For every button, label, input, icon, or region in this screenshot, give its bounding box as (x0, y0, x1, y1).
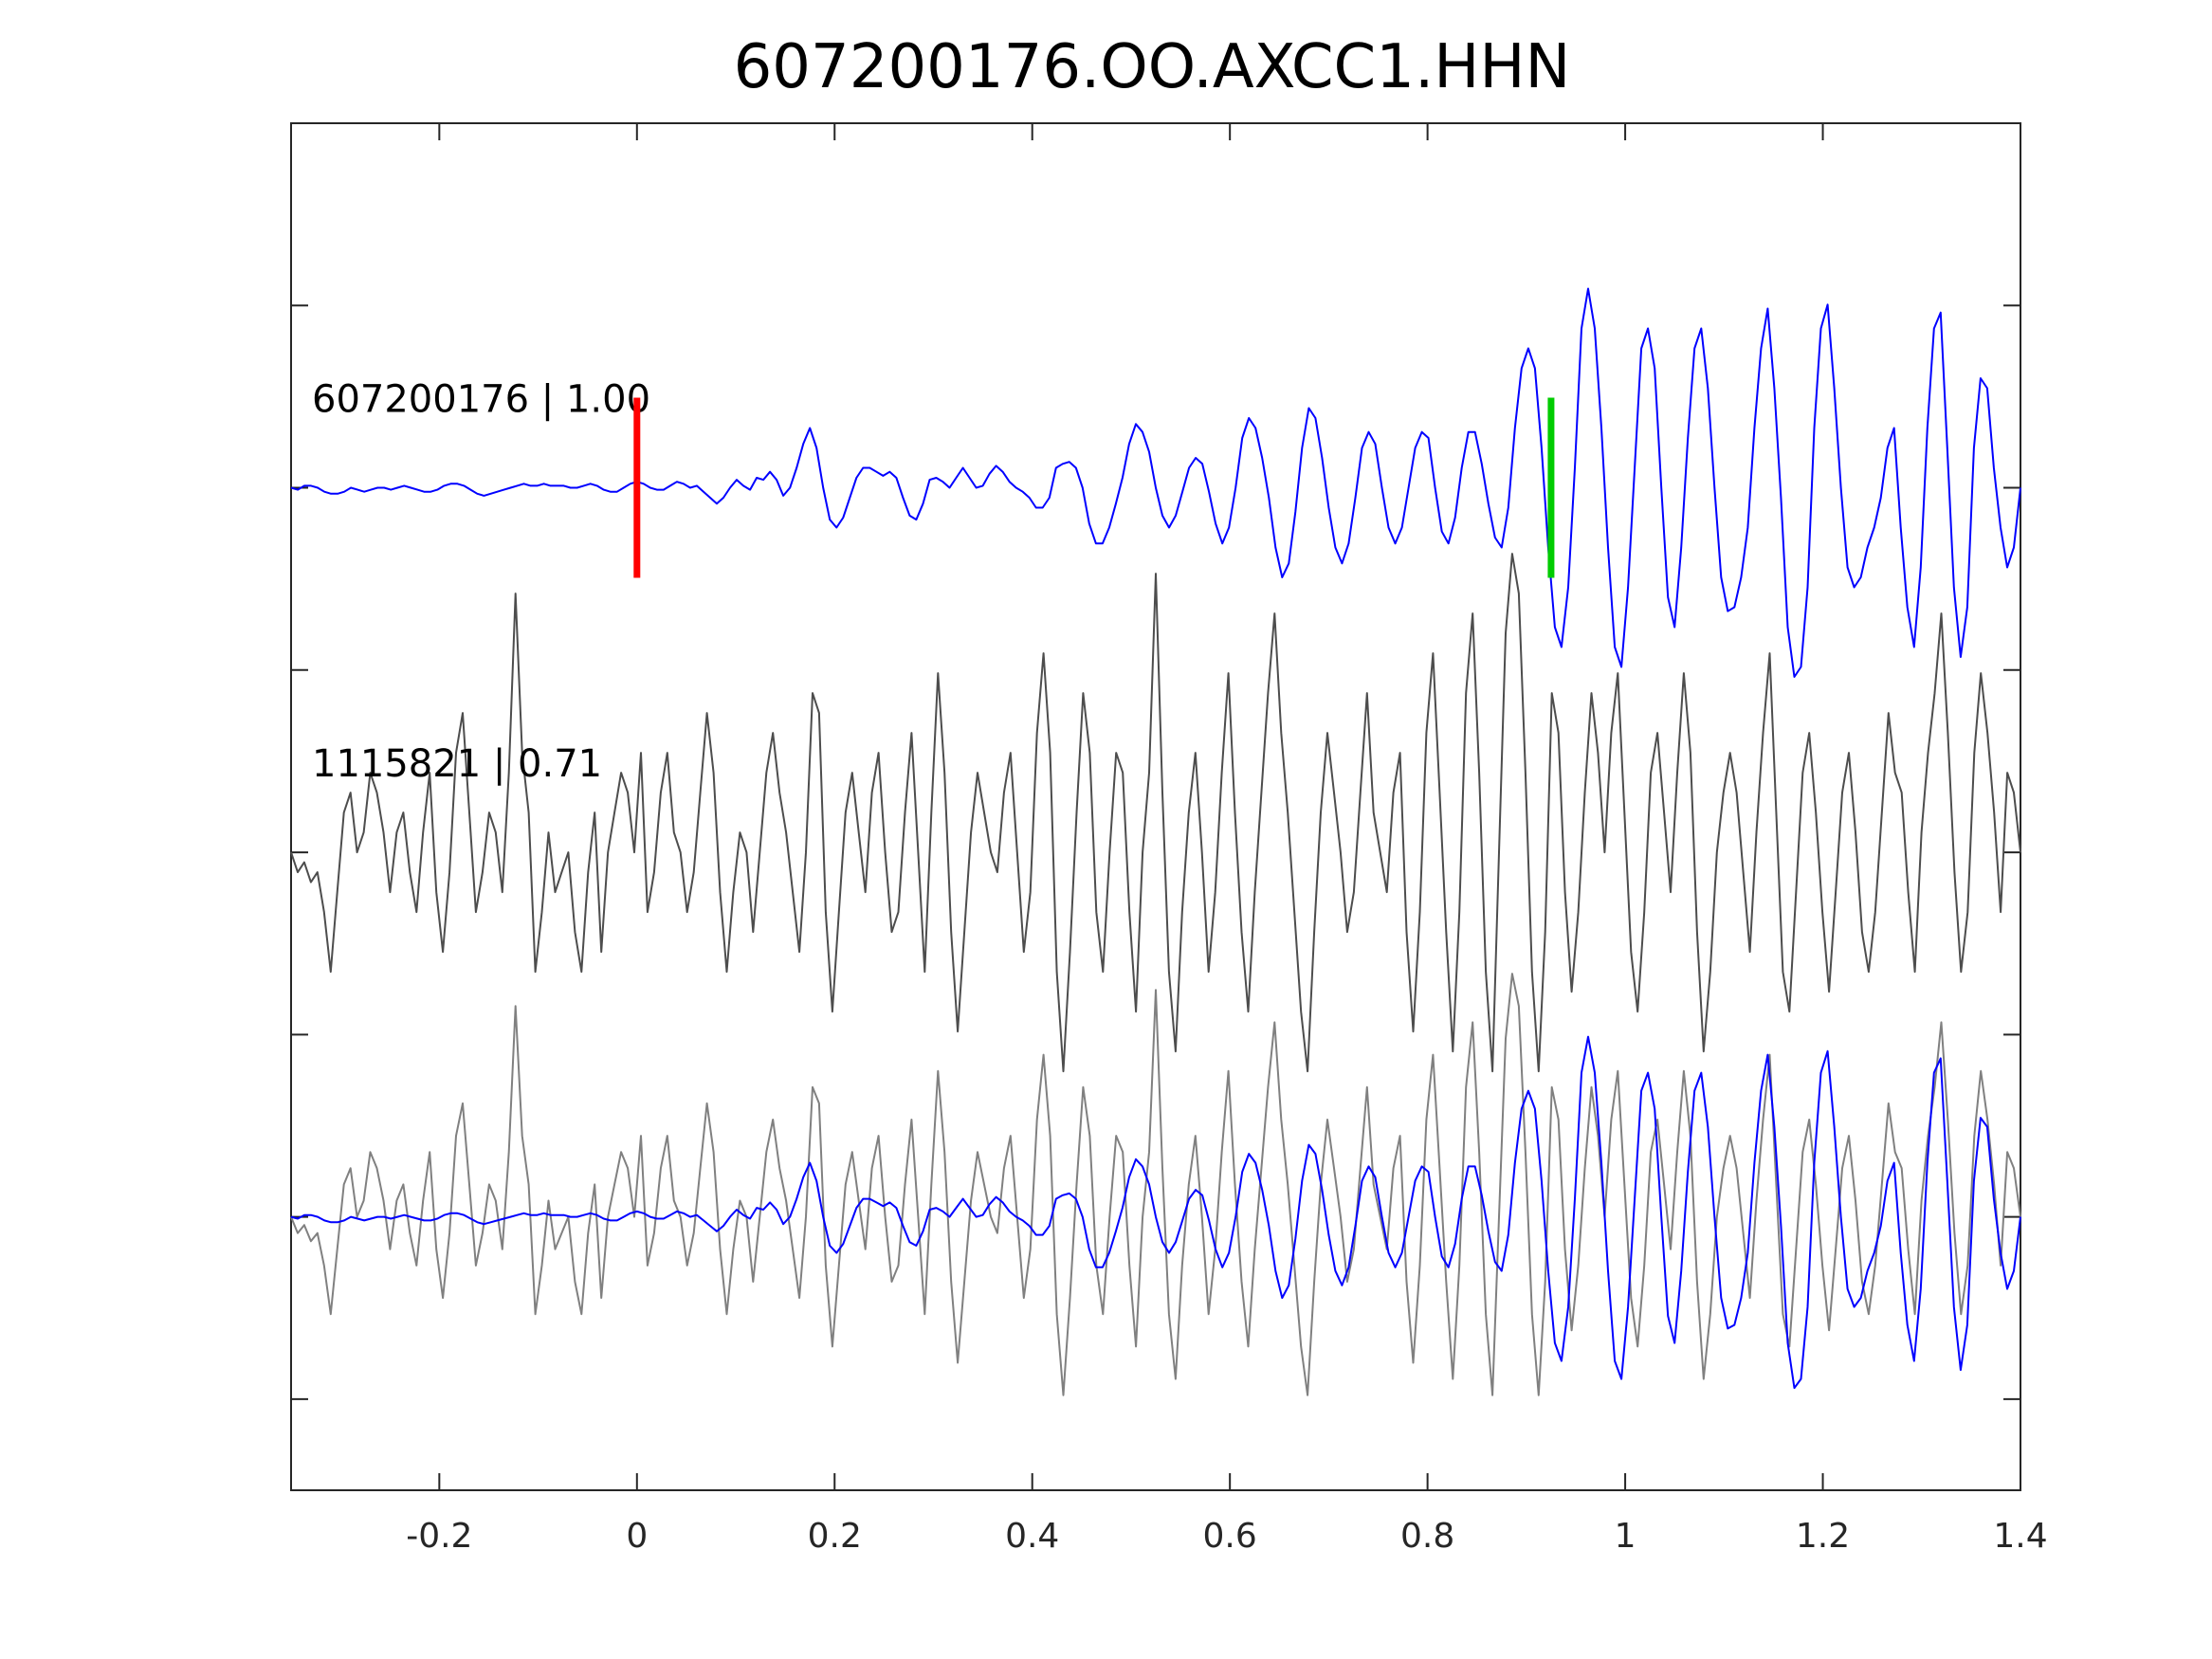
x-tick-label: 1.2 (1796, 1517, 1850, 1556)
x-tick-label: 0.4 (1005, 1517, 1059, 1556)
trace-line-match (290, 553, 2021, 1073)
x-tick-label: 0 (626, 1517, 648, 1556)
trace-label: 607200176 | 1.00 (312, 378, 650, 422)
traces-group (290, 287, 2021, 1396)
x-axis: -0.2 0 0.2 0.4 0.6 0.8 1 1.2 1.4 (406, 123, 2048, 1556)
trace-labels: 607200176 | 1.00 1115821 | 0.71 (312, 378, 650, 787)
x-tick-label: -0.2 (406, 1517, 472, 1556)
trace-label: 1115821 | 0.71 (312, 742, 602, 786)
chart-title: 607200176.OO.AXCC1.HHN (734, 32, 1571, 102)
overlay-line-template (290, 1035, 2021, 1390)
x-tick-label: 1 (1615, 1517, 1636, 1556)
x-tick-label: 0.2 (808, 1517, 862, 1556)
x-tick-label: 1.4 (1993, 1517, 2047, 1556)
x-tick-label: 0.6 (1203, 1517, 1257, 1556)
overlay-line-match (290, 973, 2021, 1396)
trace-line-template (290, 287, 2021, 678)
x-tick-label: 0.8 (1400, 1517, 1454, 1556)
phase-picks (633, 397, 1555, 578)
plot-area (290, 122, 2021, 1491)
